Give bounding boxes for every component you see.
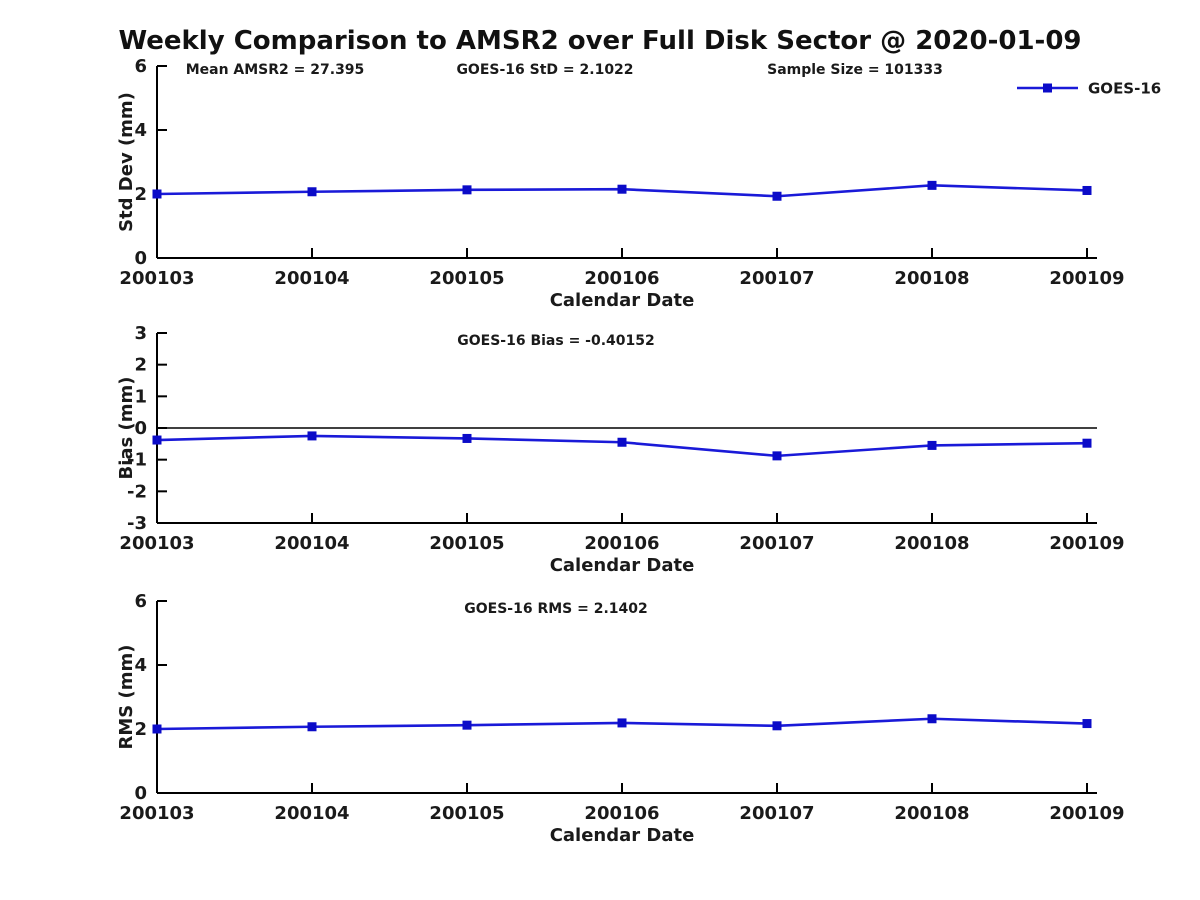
x-tick-label: 200106: [584, 803, 659, 824]
x-axis-title: Calendar Date: [550, 555, 695, 576]
x-tick-label: 200103: [119, 268, 194, 289]
x-tick-label: 200106: [584, 533, 659, 554]
x-axis-title: Calendar Date: [550, 290, 695, 311]
x-tick-label: 200107: [739, 533, 814, 554]
x-tick-label: 200109: [1049, 268, 1124, 289]
y-tick-label: -2: [127, 481, 147, 502]
data-point-marker: [1082, 438, 1092, 448]
x-tick-label: 200103: [119, 803, 194, 824]
data-point-marker: [462, 185, 472, 195]
data-point-marker: [152, 189, 162, 199]
data-point-marker: [772, 191, 782, 201]
data-point-marker: [927, 714, 937, 724]
data-point-marker: [617, 718, 627, 728]
x-tick-label: 200107: [739, 268, 814, 289]
x-axis-title: Calendar Date: [550, 825, 695, 846]
x-tick-label: 200109: [1049, 803, 1124, 824]
y-axis-title: Std Dev (mm): [116, 92, 137, 232]
y-tick-label: 2: [134, 719, 147, 740]
y-tick-label: 1: [134, 386, 147, 407]
data-point-marker: [927, 180, 937, 190]
data-point-marker: [307, 431, 317, 441]
x-tick-label: 200105: [429, 533, 504, 554]
data-point-marker: [1082, 719, 1092, 729]
x-tick-label: 200107: [739, 803, 814, 824]
legend-marker: [1043, 83, 1052, 93]
y-tick-label: 2: [134, 184, 147, 205]
data-point-marker: [772, 451, 782, 461]
x-tick-label: 200104: [274, 533, 349, 554]
x-tick-label: 200105: [429, 268, 504, 289]
data-point-marker: [772, 721, 782, 731]
data-point-marker: [152, 435, 162, 445]
y-tick-label: 4: [134, 655, 147, 676]
x-tick-label: 200108: [894, 803, 969, 824]
subplot-annotation: Sample Size = 101333: [767, 62, 943, 78]
data-point-marker: [462, 433, 472, 443]
x-tick-label: 200108: [894, 533, 969, 554]
data-point-marker: [617, 184, 627, 194]
y-tick-label: 2: [134, 355, 147, 376]
x-tick-label: 200103: [119, 533, 194, 554]
y-tick-label: 6: [134, 56, 147, 77]
y-axis-title: RMS (mm): [116, 645, 137, 750]
y-tick-label: -3: [127, 513, 147, 534]
data-point-marker: [307, 722, 317, 732]
legend-label: GOES-16: [1088, 80, 1161, 98]
y-tick-label: 4: [134, 120, 147, 141]
chart-title: Weekly Comparison to AMSR2 over Full Dis…: [118, 26, 1082, 56]
x-tick-label: 200105: [429, 803, 504, 824]
y-axis-title: Bias (mm): [116, 377, 137, 480]
y-tick-label: 0: [134, 248, 147, 269]
x-tick-label: 200109: [1049, 533, 1124, 554]
data-point-marker: [307, 187, 317, 197]
y-tick-label: 0: [134, 783, 147, 804]
subplot-annotation: Mean AMSR2 = 27.395: [186, 62, 365, 78]
data-point-marker: [617, 437, 627, 447]
x-tick-label: 200104: [274, 803, 349, 824]
data-point-marker: [1082, 185, 1092, 195]
data-point-marker: [462, 720, 472, 730]
data-point-marker: [927, 440, 937, 450]
y-tick-label: 6: [134, 591, 147, 612]
subplot-annotation: GOES-16 RMS = 2.1402: [464, 601, 648, 617]
y-tick-label: -1: [127, 450, 147, 471]
x-tick-label: 200104: [274, 268, 349, 289]
subplot-annotation: GOES-16 StD = 2.1022: [456, 62, 633, 78]
y-tick-label: 0: [134, 418, 147, 439]
y-tick-label: 3: [134, 323, 147, 344]
x-tick-label: 200106: [584, 268, 659, 289]
data-point-marker: [152, 724, 162, 734]
subplot-annotation: GOES-16 Bias = -0.40152: [457, 333, 655, 349]
x-tick-label: 200108: [894, 268, 969, 289]
